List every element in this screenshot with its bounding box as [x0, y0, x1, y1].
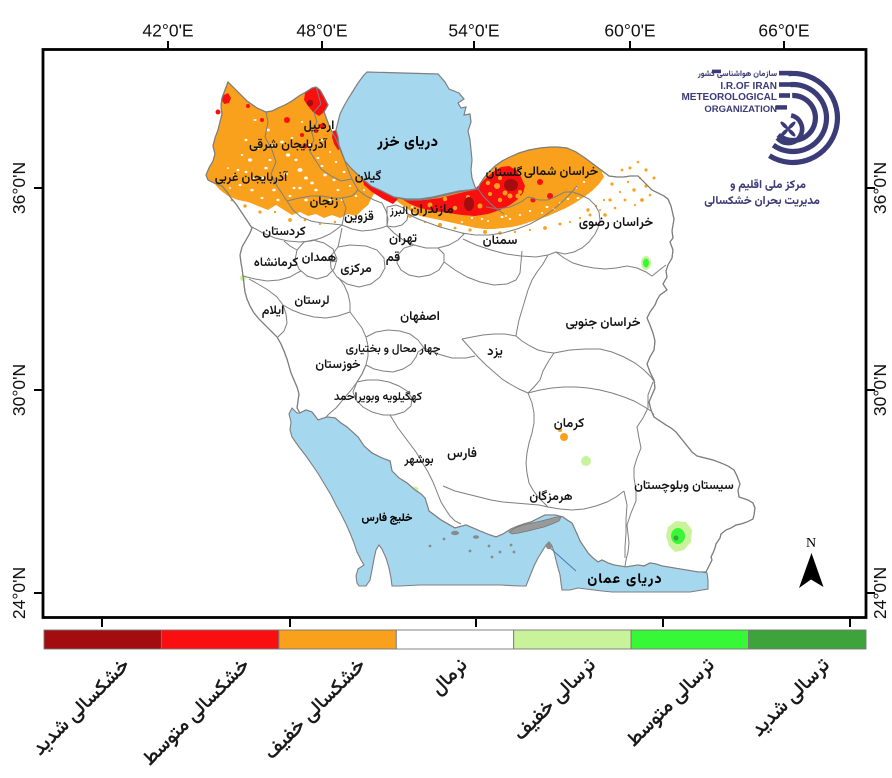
svg-text:66°0'E: 66°0'E — [758, 21, 809, 41]
svg-text:30°0'N: 30°0'N — [870, 364, 890, 416]
svg-text:36°0'N: 36°0'N — [9, 162, 29, 214]
svg-text:42°0'E: 42°0'E — [142, 21, 193, 41]
svg-text:24°0'N: 24°0'N — [9, 567, 29, 619]
svg-text:24°0'N: 24°0'N — [870, 567, 890, 619]
svg-text:N: N — [806, 536, 816, 551]
svg-text:ORGANIZATION: ORGANIZATION — [704, 104, 777, 115]
svg-text:54°0'E: 54°0'E — [448, 21, 499, 41]
svg-text:48°0'E: 48°0'E — [296, 21, 347, 41]
svg-text:I.R.OF IRAN: I.R.OF IRAN — [720, 81, 777, 92]
svg-text:60°0'E: 60°0'E — [604, 21, 655, 41]
svg-text:METEOROLOGICAL: METEOROLOGICAL — [681, 92, 777, 103]
svg-text:36°0'N: 36°0'N — [870, 162, 890, 214]
svg-text:30°0'N: 30°0'N — [9, 364, 29, 416]
